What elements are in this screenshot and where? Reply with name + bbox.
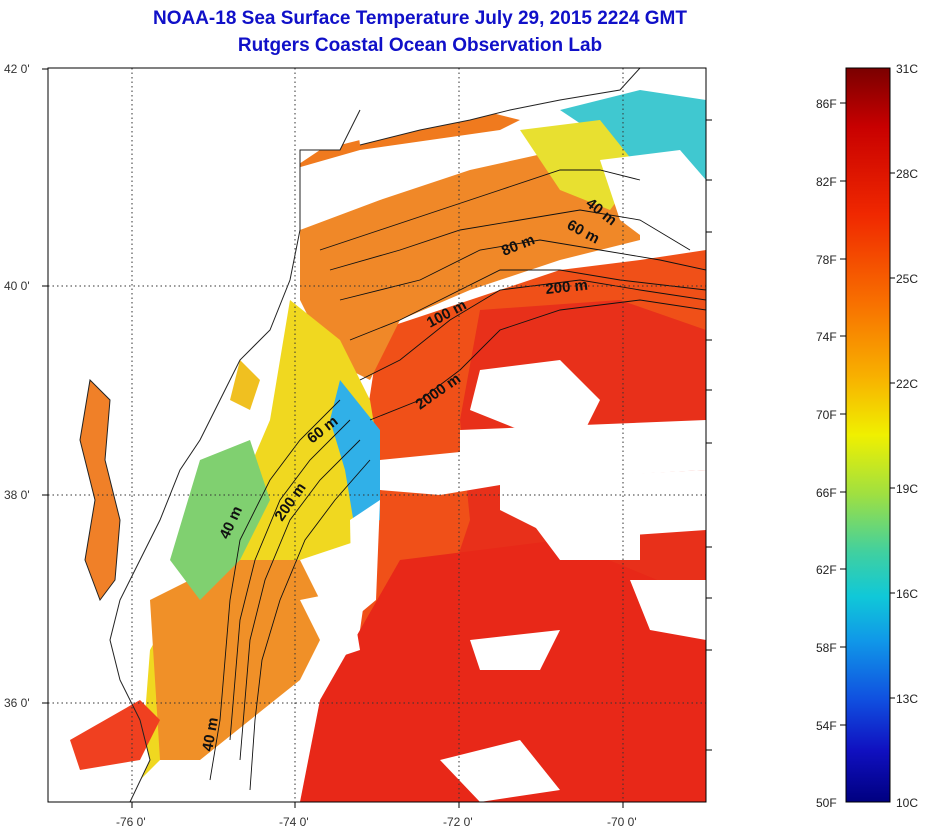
x-tick-label: -72 0' xyxy=(443,815,473,829)
colorbar-celsius-labels: 31C 28C 25C 22C 19C 16C 13C 10C xyxy=(896,62,918,810)
colorbar-f-label: 62F xyxy=(816,563,837,577)
y-tick-label: 40 0' xyxy=(4,279,30,293)
coastline xyxy=(79,68,641,802)
colorbar-f-label: 54F xyxy=(816,719,837,733)
land-new-england xyxy=(350,68,640,145)
colorbar-ticks xyxy=(840,102,895,726)
sst-south-cool-patch xyxy=(170,440,270,600)
colorbar-c-label: 31C xyxy=(896,62,918,76)
colorbar-c-label: 19C xyxy=(896,482,918,496)
colorbar-f-label: 66F xyxy=(816,486,837,500)
map-frame xyxy=(47,67,707,803)
x-tick-label: -76 0' xyxy=(116,815,146,829)
graticule xyxy=(48,68,706,802)
delaware-bay xyxy=(230,360,260,410)
isobath-label: 40 m xyxy=(199,716,222,753)
sst-coastal-blue xyxy=(330,380,380,530)
colorbar-f-label: 86F xyxy=(816,97,837,111)
sst-li-sound-orange xyxy=(290,110,520,170)
sst-southern-shelf xyxy=(150,560,330,760)
colorbar-f-label: 70F xyxy=(816,408,837,422)
cloud-mask xyxy=(300,150,706,802)
map-title: NOAA-18 Sea Surface Temperature July 29,… xyxy=(152,8,687,29)
isobath-lines xyxy=(209,169,706,791)
y-tick-label: 38 0' xyxy=(4,488,30,502)
y-tick-label: 42 0' xyxy=(4,62,30,76)
isobath-label: 200 m xyxy=(545,277,589,298)
colorbar-f-label: 82F xyxy=(816,175,837,189)
x-tick-label: -74 0' xyxy=(279,815,309,829)
y-tick-label: 36 0' xyxy=(4,696,30,710)
colorbar-c-label: 10C xyxy=(896,796,918,810)
x-tick-label: -70 0' xyxy=(607,815,637,829)
map-subtitle: Rutgers Coastal Ocean Observation Lab xyxy=(237,35,603,56)
colorbar-c-label: 28C xyxy=(896,167,918,181)
chesapeake-bay xyxy=(80,380,120,600)
sst-shelf-orange xyxy=(300,150,640,380)
colorbar-f-label: 58F xyxy=(816,641,837,655)
land-mainland xyxy=(48,68,360,802)
map-area: 40 m 60 m 80 m 100 m 200 m 2000 m 60 m 2… xyxy=(48,68,706,802)
colorbar xyxy=(845,67,891,803)
colorbar-c-label: 16C xyxy=(896,587,918,601)
tick-marks xyxy=(42,68,712,808)
colorbar-f-label: 74F xyxy=(816,330,837,344)
sst-hot-south xyxy=(300,540,706,802)
pamlico-sound xyxy=(70,700,160,770)
colorbar-f-label: 78F xyxy=(816,253,837,267)
colorbar-c-label: 22C xyxy=(896,377,918,391)
colorbar-c-label: 25C xyxy=(896,272,918,286)
colorbar-c-label: 13C xyxy=(896,692,918,706)
colorbar-f-label: 50F xyxy=(816,796,837,810)
colorbar-fahrenheit-labels: 86F 82F 78F 74F 70F 66F 62F 58F 54F 50F xyxy=(816,97,837,810)
